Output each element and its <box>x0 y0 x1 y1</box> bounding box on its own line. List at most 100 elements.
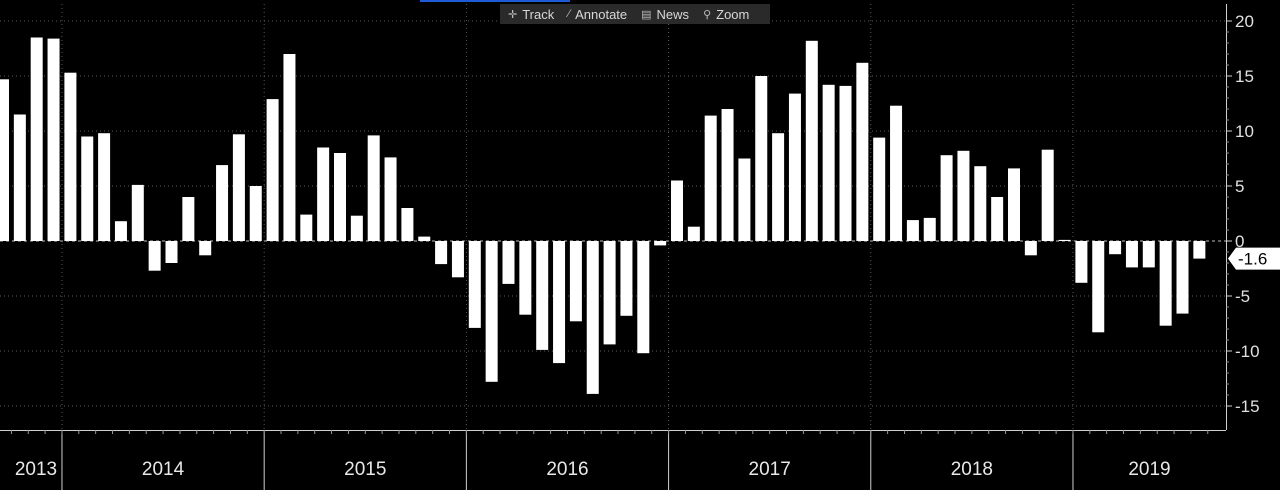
bar <box>1058 239 1071 241</box>
bar <box>283 54 296 241</box>
bar <box>485 241 498 382</box>
bar <box>1041 149 1054 241</box>
bar <box>772 133 785 241</box>
bar <box>940 155 953 241</box>
bar <box>671 180 683 241</box>
bar <box>300 214 313 241</box>
bar <box>687 226 700 241</box>
bar <box>1024 241 1037 256</box>
bar <box>974 166 987 241</box>
y-tick-label: 5 <box>1235 177 1244 196</box>
bar <box>603 241 616 345</box>
magnifier-icon: ⚲ <box>703 8 712 21</box>
year-label: 2016 <box>546 459 588 480</box>
news-button[interactable]: ▤ News <box>641 7 689 22</box>
last-value-box <box>1228 247 1280 270</box>
bars <box>0 37 1206 394</box>
annotate-label: Annotate <box>575 6 628 22</box>
bar <box>451 241 464 278</box>
bar <box>350 215 363 241</box>
last-value-label: -1.6 <box>1238 250 1267 269</box>
chart-toolbar: ✛ Track ∕ Annotate ▤ News ⚲ Zoom <box>500 4 770 24</box>
bar <box>738 158 751 241</box>
bar <box>1159 241 1172 326</box>
bar <box>923 217 936 241</box>
bar <box>1008 168 1020 241</box>
x-axis: 2013 2014 2015 2016 2017 2018 2019 <box>0 430 1226 490</box>
bar <box>873 137 886 241</box>
bar <box>1092 241 1105 333</box>
bar <box>704 115 717 241</box>
y-tick-label: 10 <box>1235 122 1254 141</box>
y-axis: 20 15 10 5 0 -5 -10 -15 <box>1226 4 1260 430</box>
bar <box>788 93 801 241</box>
bar <box>519 241 532 315</box>
annotate-button[interactable]: ∕ Annotate <box>568 7 627 22</box>
year-label: 2018 <box>951 459 993 480</box>
bar <box>367 135 380 241</box>
bar <box>890 105 903 241</box>
bar <box>1176 241 1189 314</box>
bar <box>957 150 970 241</box>
bar <box>13 114 26 241</box>
news-label: News <box>656 6 690 22</box>
bar <box>569 241 582 322</box>
track-label: Track <box>522 6 555 22</box>
year-label: 2015 <box>344 459 386 480</box>
bar <box>721 109 734 241</box>
track-button[interactable]: ✛ Track <box>508 7 554 22</box>
bar <box>586 241 599 394</box>
bar <box>1142 241 1155 268</box>
bar <box>839 85 852 242</box>
bar <box>148 241 161 271</box>
bar <box>620 241 633 316</box>
bar <box>131 184 144 241</box>
y-tick-label: -5 <box>1235 287 1250 306</box>
bar <box>165 241 178 263</box>
bar <box>401 208 414 241</box>
bar <box>30 37 43 241</box>
bar <box>114 221 127 241</box>
bar <box>64 72 77 241</box>
active-tab-indicator <box>420 0 570 2</box>
bar <box>249 186 262 241</box>
bar <box>47 38 60 241</box>
bar <box>216 165 229 241</box>
bar <box>991 197 1004 241</box>
bar <box>822 84 835 241</box>
y-tick-label: -15 <box>1235 397 1260 416</box>
y-tick-label: 0 <box>1235 232 1244 251</box>
bar <box>1193 241 1206 259</box>
bar <box>81 136 94 241</box>
bar <box>755 76 768 241</box>
last-value-marker: -1.6 <box>1228 247 1280 270</box>
bar <box>1109 241 1122 255</box>
bar <box>1125 241 1138 268</box>
crosshair-icon: ✛ <box>508 8 518 21</box>
bar <box>0 79 9 241</box>
bar <box>502 241 515 284</box>
bar <box>435 241 448 265</box>
year-label: 2019 <box>1128 459 1170 480</box>
bar <box>654 241 667 246</box>
bar <box>637 241 650 354</box>
newspaper-icon: ▤ <box>641 8 652 21</box>
bar <box>182 197 195 241</box>
y-tick-label: 15 <box>1235 67 1254 86</box>
year-label: 2013 <box>15 459 57 480</box>
year-label: 2014 <box>142 459 185 480</box>
bar <box>418 236 431 241</box>
bar <box>317 147 330 241</box>
bar <box>468 241 481 328</box>
bar <box>334 153 346 241</box>
zoom-button[interactable]: ⚲ Zoom <box>703 7 749 22</box>
bar <box>906 220 919 241</box>
y-tick-label: -10 <box>1235 342 1260 361</box>
zoom-label: Zoom <box>716 6 750 22</box>
bar <box>1075 241 1088 283</box>
bar <box>199 241 212 256</box>
bar <box>384 157 397 241</box>
pencil-icon: ∕ <box>568 8 571 20</box>
bar <box>856 62 869 241</box>
